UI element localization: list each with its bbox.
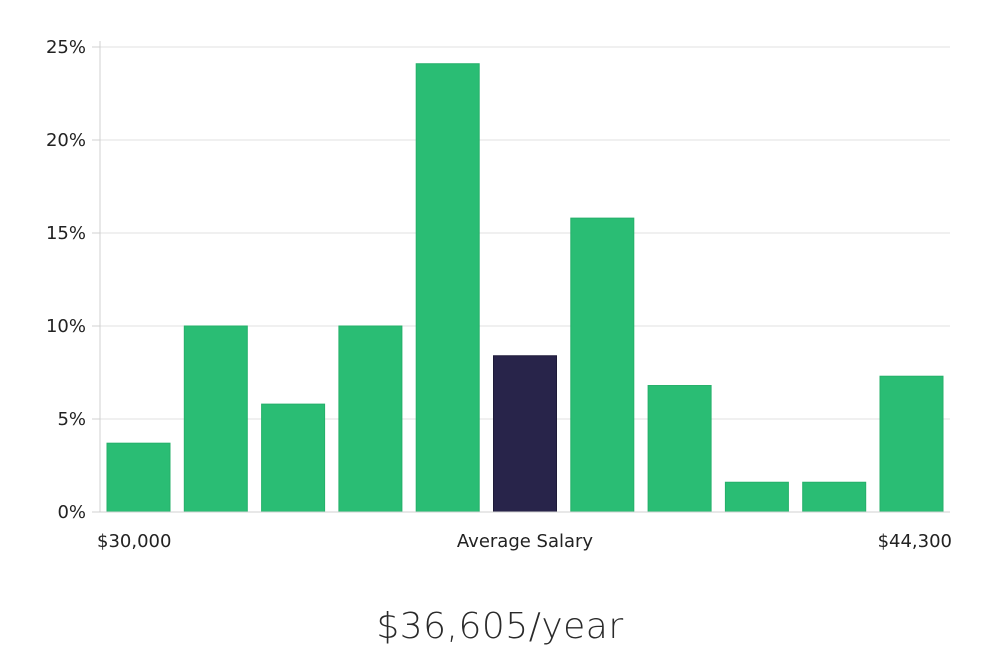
x-axis-max-label: $44,300 [878, 531, 952, 552]
y-tick-label: 25% [46, 37, 86, 58]
y-tick-label: 20% [46, 130, 86, 151]
x-axis-center-label: Average Salary [457, 531, 594, 552]
y-tick-label: 0% [57, 502, 86, 523]
bar [415, 63, 480, 513]
chart-canvas: 0%5%10%15%20%25% $30,000 Average Salary … [46, 37, 952, 552]
bar [724, 481, 789, 513]
bar [183, 325, 248, 513]
bar [338, 325, 403, 513]
bar [261, 403, 326, 513]
bar [647, 385, 712, 513]
bar [106, 442, 171, 513]
y-tick-label: 5% [57, 409, 86, 430]
bar [802, 481, 867, 513]
bar-highlight [493, 355, 557, 513]
average-salary-headline: $36,605/year [376, 606, 624, 647]
x-axis-min-label: $30,000 [97, 531, 171, 552]
y-tick-label: 10% [46, 316, 86, 337]
bars [106, 63, 944, 513]
y-axis-ticks: 0% 5% 10% 15% 20% 25% [46, 37, 100, 523]
bar [570, 217, 635, 513]
y-tick-label: 15% [46, 223, 86, 244]
bar [879, 375, 944, 513]
